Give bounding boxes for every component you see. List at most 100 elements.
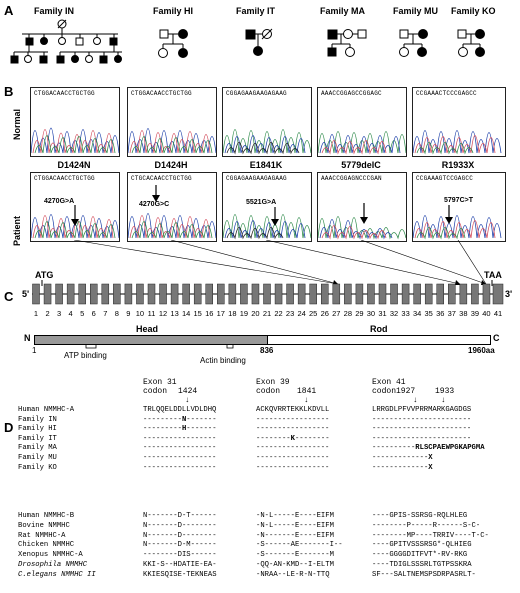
alignment-row-name: Family KO: [18, 463, 57, 472]
arrow-down-icon: [360, 203, 368, 224]
alignment-segment: -NRAA--LE-R-N-TTQ: [256, 570, 330, 579]
alignment-segment: -----------------: [143, 463, 217, 472]
exon-number: 22: [274, 309, 283, 318]
exon-15: [193, 283, 202, 305]
exon-17: [217, 283, 225, 305]
alignment-segment: -----------------: [143, 454, 217, 462]
patient-chromatogram-4: AAACCGGAGNCCCGAN: [317, 172, 407, 242]
exon-number: 20: [251, 309, 260, 318]
exon-number: 19: [239, 309, 249, 318]
family-in-title: Family IN: [34, 6, 75, 16]
exon-number: 17: [216, 309, 225, 318]
chromatogram-sequence: CCGAAACTCCCGAGCC: [416, 90, 477, 97]
exon-number: 15: [193, 309, 202, 318]
exon-16: [205, 283, 213, 305]
exon-number: 4: [68, 309, 73, 318]
exon-25: [309, 283, 317, 305]
alignment-row-name: Drosophila NMMHC: [18, 561, 88, 569]
exon41-header: Exon 41: [372, 378, 406, 387]
exon-32: [390, 283, 398, 305]
exon-number: 36: [436, 309, 445, 318]
exon-number: 34: [412, 309, 422, 318]
exon-number: 5: [80, 309, 85, 318]
alignment-segment: -----------------------: [372, 434, 472, 443]
exon31-codon-label: codon: [143, 387, 168, 396]
alignment-row-name: Xenopus NMMHC-A: [18, 551, 83, 560]
alignment-segment: -----------------: [256, 425, 330, 434]
exon-number: 25: [309, 309, 318, 318]
patient-chromatogram-3: CGGAGAAGAAGAGAAG 5521G>A: [222, 172, 312, 242]
alignment-row-name: Family IN: [18, 415, 57, 424]
arrow-down-icon: [152, 185, 160, 202]
exon-27: [332, 283, 341, 305]
trace-plot: [223, 129, 311, 155]
alignment-segment: -----------------: [256, 454, 330, 462]
exon-number: 31: [378, 309, 387, 318]
exon-31: [378, 283, 387, 305]
exon-number: 9: [126, 309, 131, 318]
alignment-segment: N-------D-M------: [143, 541, 217, 550]
exon-number-row: 1 2 3 4 5 6 7 8 9 10 11 12 13 14 15 16 17 18 19 20 21 22 23 24 2…: [30, 309, 505, 319]
exon-5: [78, 283, 86, 305]
normal-chromatogram-4: AAACCGGAGCCGGAGC: [317, 87, 407, 157]
family-ma-title: Family MA: [320, 6, 366, 16]
alignment-segment: -------------X: [372, 463, 433, 472]
alignment-segment: ----TDIGLSSSRLTGTPSSKRA: [372, 561, 472, 569]
chromatogram-sequence: CGGAGAAGAAGAGAAG: [226, 175, 287, 182]
alignment-segment: ----GGGGDITFVT*-RV-RKG: [372, 551, 468, 560]
alignment-segment: -----------------: [143, 444, 217, 453]
exon-26: [321, 283, 329, 305]
exon-number: 21: [262, 309, 272, 318]
codon-arrow: ↓: [441, 396, 446, 405]
alignment-row-name: Chicken NMMHC: [18, 541, 75, 550]
exon-30: [367, 283, 375, 305]
exon39-codon-label: codon: [256, 387, 281, 396]
exon41-codon-number: 1933: [435, 387, 455, 396]
exon-33: [401, 283, 410, 305]
alignment-segment: N-------D--------: [143, 521, 217, 530]
exon-21: [263, 283, 271, 305]
arrow-down-icon: [71, 205, 79, 226]
nucleotide-change-label: 4270G>C: [138, 201, 171, 208]
alignment-segment: LRRGDLPFVVPRRMARKGAGDGS: [372, 406, 472, 414]
alignment-segment: N-------D-T------: [143, 512, 217, 520]
mutation-label-d1424h: D1424H: [154, 160, 188, 170]
exon-number: 27: [332, 309, 341, 318]
exon-number: 39: [470, 309, 480, 318]
exon-20: [251, 283, 260, 305]
normal-chromatogram-1: CTGGACAACCTGCTGG: [30, 87, 120, 157]
exon-number: 13: [170, 309, 179, 318]
exon-36: [436, 283, 444, 305]
exon-number: 14: [181, 309, 191, 318]
trace-plot: [413, 215, 502, 240]
chromatogram-sequence: AAACCGGAGNCCCGAN: [321, 175, 382, 182]
alignment-row-name: C.elegans NMMHC II: [18, 570, 96, 579]
exon39-header: Exon 39: [256, 378, 290, 387]
head-label: Head: [136, 324, 159, 334]
normal-chromatogram-3: CGGAGAAGAAGAGAAG: [222, 87, 312, 157]
alignment-segment: KKI-S--HDATIE-EA-: [143, 561, 217, 569]
alignment-segment: ---------H-------: [143, 425, 217, 434]
exon-number: 35: [424, 309, 433, 318]
exon-23: [286, 283, 294, 305]
exon-40: [482, 283, 491, 305]
alignment-segment: N-------D--------: [143, 531, 217, 540]
normal-chromatogram-2: CTGGACAACCTGCTGG: [127, 87, 217, 157]
family-ko-title: Family KO: [451, 6, 496, 16]
exon-number: 12: [158, 309, 168, 318]
exon-19: [240, 283, 248, 305]
exon31-codon-number: 1424: [178, 387, 198, 396]
alignment-segment: TRLQQELDDLLVDLDHQ: [143, 406, 217, 414]
exon-39: [471, 283, 479, 305]
panel-c-label: C: [4, 289, 14, 304]
patient-chromatogram-1: CTGGACAACCTGCTGG 4270G>A: [30, 172, 120, 242]
mutation-label-5779delc: 5779delC: [341, 160, 381, 170]
exon-number: 38: [459, 309, 468, 318]
rod-label: Rod: [370, 324, 388, 334]
exon-number: 18: [228, 309, 237, 318]
exon-number: 28: [343, 309, 353, 318]
exon-number: 41: [493, 309, 503, 318]
chromatogram-sequence: CTGGACAACCTGCTGG: [34, 90, 95, 97]
nucleotide-change-label: 4270G>A: [43, 198, 76, 205]
alignment-segment: --------K--------: [256, 434, 330, 443]
